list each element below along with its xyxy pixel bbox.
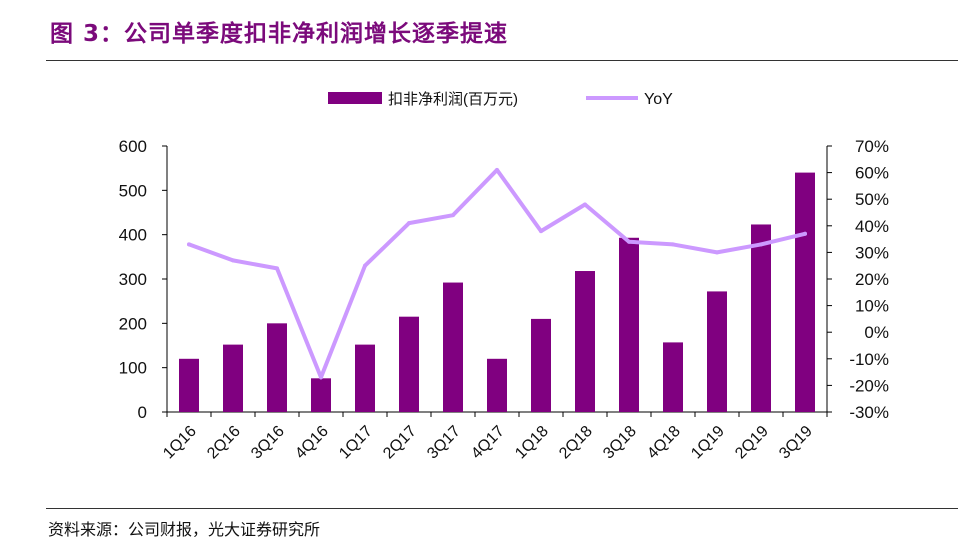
yoy-point-2Q19 — [759, 242, 763, 247]
right-tick-label: 30% — [855, 243, 889, 262]
bar-1Q18 — [531, 318, 551, 412]
top-rule — [46, 60, 958, 61]
bar-2Q17 — [399, 316, 419, 412]
yoy-point-2Q18 — [583, 202, 587, 207]
left-tick-label: 200 — [119, 314, 147, 333]
x-tick-label: 2Q19 — [732, 423, 772, 463]
bar-3Q16 — [267, 323, 287, 412]
right-tick-label: 20% — [855, 270, 889, 289]
yoy-point-3Q19 — [803, 231, 807, 236]
yoy-point-4Q16 — [319, 375, 323, 380]
x-tick-label: 4Q16 — [292, 423, 332, 463]
left-tick-label: 100 — [119, 359, 147, 378]
x-tick-label: 3Q19 — [776, 423, 816, 463]
axes: 0 100 200 300 400 500 600 -30% -20% -10% 0% 10% 20% 3… — [119, 137, 889, 422]
bar-4Q16 — [311, 378, 331, 412]
x-tick-label: 2Q18 — [556, 423, 596, 463]
x-tick-label: 1Q16 — [160, 423, 200, 463]
bar-2Q16 — [223, 344, 243, 412]
bar-2Q18 — [575, 271, 595, 412]
yoy-point-3Q17 — [451, 213, 455, 218]
yoy-point-1Q19 — [715, 250, 719, 255]
x-tick-label: 3Q18 — [600, 423, 640, 463]
figure-title: 图 3：公司单季度扣非净利润增长逐季提速 — [50, 21, 509, 47]
x-tick-label: 2Q17 — [380, 423, 420, 463]
left-tick-label: 400 — [119, 226, 147, 245]
left-tick-label: 500 — [119, 181, 147, 200]
legend-bar-swatch — [328, 92, 382, 104]
x-tick-label: 4Q18 — [644, 423, 684, 463]
bar-3Q19 — [795, 172, 815, 412]
yoy-point-1Q16 — [187, 242, 191, 247]
yoy-point-3Q18 — [627, 239, 631, 244]
right-tick-label: 50% — [855, 190, 889, 209]
x-tick-label: 1Q19 — [688, 423, 728, 463]
yoy-point-1Q18 — [539, 229, 543, 234]
bar-1Q19 — [707, 291, 727, 412]
x-tick-label: 2Q16 — [204, 423, 244, 463]
legend: 扣非净利润(百万元) YoY — [328, 91, 673, 108]
right-tick-label: -20% — [849, 376, 889, 395]
bar-1Q17 — [355, 344, 375, 412]
bar-4Q18 — [663, 342, 683, 412]
legend-line-label: YoY — [644, 91, 673, 108]
yoy-point-1Q17 — [363, 263, 367, 268]
bar-4Q17 — [487, 358, 507, 412]
x-tick-label: 3Q16 — [248, 423, 288, 463]
x-tick-label: 1Q18 — [512, 423, 552, 463]
source-note: 资料来源：公司财报，光大证券研究所 — [48, 520, 321, 539]
right-tick-label: 10% — [855, 297, 889, 316]
x-tick-label: 4Q17 — [468, 423, 508, 463]
bar-2Q19 — [751, 224, 771, 412]
x-tick-label: 1Q17 — [336, 423, 376, 463]
bar-1Q16 — [179, 358, 199, 412]
bars — [179, 172, 815, 412]
x-tick-labels: 1Q16 2Q16 3Q16 4Q16 1Q17 2Q17 3Q17 4Q17 1Q18 2Q18… — [160, 423, 816, 463]
bottom-rule — [46, 508, 958, 509]
yoy-point-4Q18 — [671, 242, 675, 247]
x-tick-label: 3Q17 — [424, 423, 464, 463]
left-tick-label: 0 — [138, 403, 147, 422]
yoy-point-3Q16 — [275, 266, 279, 271]
yoy-point-2Q17 — [407, 221, 411, 226]
right-tick-label: -10% — [849, 350, 889, 369]
left-tick-label: 300 — [119, 270, 147, 289]
right-tick-label: -30% — [849, 403, 889, 422]
legend-bar-label: 扣非净利润(百万元) — [388, 91, 518, 108]
right-tick-label: 0% — [864, 323, 889, 342]
right-tick-label: 60% — [855, 164, 889, 183]
right-tick-label: 40% — [855, 217, 889, 236]
yoy-line — [187, 167, 807, 380]
left-tick-label: 600 — [119, 137, 147, 156]
yoy-point-4Q17 — [495, 167, 499, 172]
bar-3Q18 — [619, 237, 639, 412]
right-tick-label: 70% — [855, 137, 889, 156]
yoy-point-2Q16 — [231, 258, 235, 263]
bar-3Q17 — [443, 282, 463, 412]
